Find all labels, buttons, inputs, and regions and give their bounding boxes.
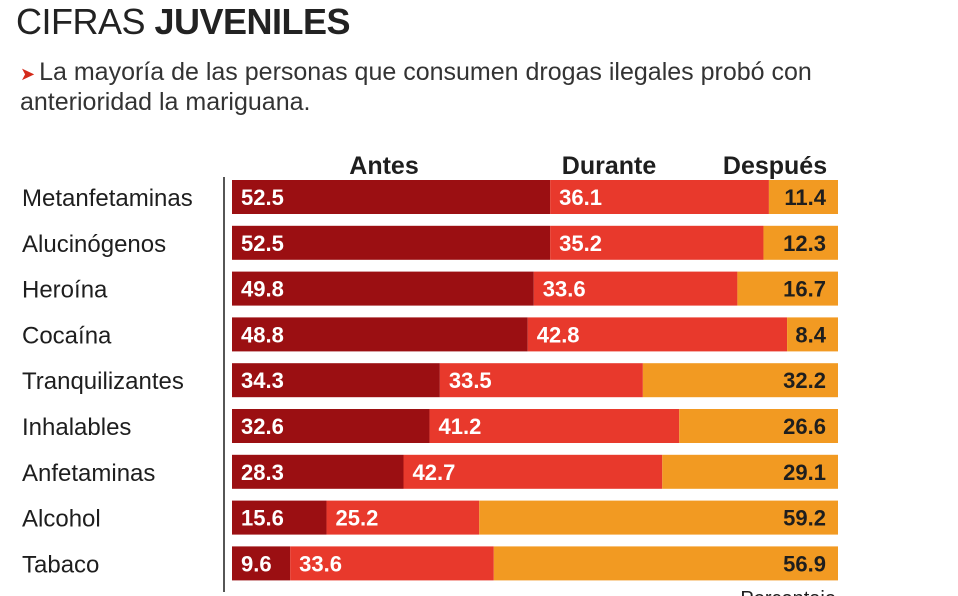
value-label-inhalables-antes: 32.6	[241, 414, 284, 439]
value-label-alucinogenos-despues: 12.3	[783, 231, 826, 256]
bar-alucinogenos-durante	[550, 225, 764, 260]
bar-cocaina-durante	[527, 317, 788, 352]
value-label-inhalables-durante: 41.2	[439, 414, 482, 439]
value-label-alcohol-durante: 25.2	[336, 506, 379, 531]
value-label-inhalables-despues: 26.6	[783, 414, 826, 439]
bar-metanfetaminas-despues	[768, 180, 838, 214]
category-label-tranquilizantes: Tranquilizantes	[22, 368, 184, 395]
value-label-alcohol-antes: 15.6	[241, 506, 284, 531]
category-label-metanfetaminas: Metanfetaminas	[22, 185, 193, 212]
category-label-anfetaminas: Anfetaminas	[22, 460, 155, 487]
value-label-anfetaminas-despues: 29.1	[783, 460, 826, 485]
value-label-tabaco-despues: 56.9	[783, 551, 826, 576]
bar-alcohol-antes	[232, 500, 327, 535]
bar-alucinogenos-antes	[232, 225, 551, 260]
value-label-heroina-durante: 33.6	[543, 277, 586, 302]
bar-alcohol-despues	[479, 500, 838, 535]
value-label-tranquilizantes-durante: 33.5	[449, 368, 492, 393]
value-label-alcohol-despues: 59.2	[783, 506, 826, 531]
bar-alcohol-durante	[326, 500, 480, 535]
bar-anfetaminas-durante	[403, 454, 663, 489]
bar-tabaco-antes	[232, 546, 291, 581]
bar-cocaina-antes	[232, 317, 528, 352]
value-label-tranquilizantes-despues: 32.2	[783, 368, 826, 393]
category-label-alucinogenos: Alucinógenos	[22, 231, 166, 258]
bar-heroina-antes	[232, 271, 534, 306]
category-label-tabaco: Tabaco	[22, 551, 99, 578]
title-part-2: JUVENILES	[154, 1, 351, 42]
legend-durante: Durante	[562, 152, 657, 180]
bar-anfetaminas-despues	[662, 454, 838, 489]
value-label-cocaina-despues: 8.4	[795, 322, 826, 347]
subtitle-text: La mayoría de las personas que consumen …	[20, 58, 812, 116]
unit-label: Porcentaje	[740, 588, 836, 596]
value-label-alucinogenos-durante: 35.2	[559, 231, 602, 256]
value-label-anfetaminas-durante: 42.7	[412, 460, 455, 485]
chart-title: CIFRAS JUVENILES	[16, 0, 351, 44]
title-part-1: CIFRAS	[16, 1, 155, 42]
bar-tranquilizantes-despues	[642, 363, 838, 398]
bar-metanfetaminas-durante	[550, 180, 769, 214]
category-label-heroina: Heroína	[22, 277, 108, 304]
bar-tabaco-despues	[493, 546, 838, 581]
bar-tranquilizantes-durante	[439, 363, 643, 398]
value-label-tabaco-durante: 33.6	[299, 551, 342, 576]
bar-heroina-durante	[533, 271, 738, 306]
bar-inhalables-durante	[429, 409, 680, 443]
category-label-cocaina: Cocaína	[22, 322, 112, 349]
legend-despues: Después	[723, 152, 827, 180]
chart-subtitle: ➤ La mayoría de las personas que consumen…	[20, 58, 840, 116]
bar-inhalables-antes	[232, 409, 430, 443]
value-label-cocaina-durante: 42.8	[537, 322, 580, 347]
bar-alucinogenos-despues	[763, 225, 838, 260]
value-label-heroina-despues: 16.7	[783, 277, 826, 302]
value-label-alucinogenos-antes: 52.5	[241, 231, 284, 256]
legend-antes: Antes	[349, 152, 418, 180]
bar-tabaco-durante	[290, 546, 494, 581]
value-label-anfetaminas-antes: 28.3	[241, 460, 284, 485]
value-label-cocaina-antes: 48.8	[241, 322, 284, 347]
category-label-alcohol: Alcohol	[22, 506, 101, 533]
value-label-metanfetaminas-durante: 36.1	[559, 185, 602, 210]
bar-cocaina-despues	[787, 317, 838, 352]
bar-anfetaminas-antes	[232, 454, 404, 489]
bar-tranquilizantes-antes	[232, 363, 440, 398]
bar-inhalables-despues	[679, 409, 838, 443]
value-label-tabaco-antes: 9.6	[241, 551, 272, 576]
value-label-metanfetaminas-antes: 52.5	[241, 185, 284, 210]
bar-heroina-despues	[737, 271, 838, 306]
value-label-tranquilizantes-antes: 34.3	[241, 368, 284, 393]
category-label-inhalables: Inhalables	[22, 414, 131, 441]
value-label-heroina-antes: 49.8	[241, 277, 284, 302]
arrow-icon: ➤	[20, 64, 36, 84]
bar-metanfetaminas-antes	[232, 180, 551, 214]
value-label-metanfetaminas-despues: 11.4	[784, 185, 826, 210]
